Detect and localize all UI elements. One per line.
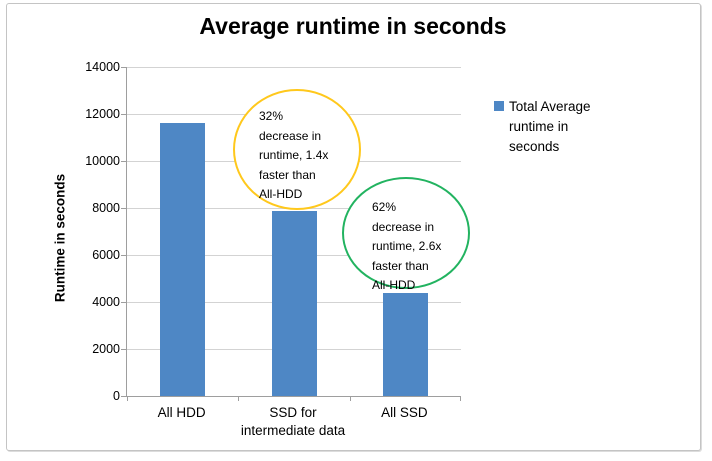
- y-axis-title: Runtime in seconds: [52, 173, 68, 303]
- annotation-text-line: faster than: [259, 167, 316, 182]
- y-axis-tick-labels: 0 2000 4000 6000 8000 10000 12000 14000: [70, 60, 120, 403]
- y-axis-tick: [121, 66, 127, 68]
- x-axis-tick: [460, 397, 461, 401]
- annotation-text-line: 32%: [259, 109, 284, 123]
- annotation-circle-yellow: 32% decrease in runtime, 1.4x faster than Al…: [233, 89, 361, 210]
- x-axis-tick: [238, 397, 240, 401]
- legend-label-line: seconds: [509, 139, 560, 154]
- chart-title: Average runtime in seconds: [199, 13, 507, 39]
- legend: Total Average runtime in seconds: [494, 97, 591, 157]
- x-category-label: All HDD: [157, 405, 206, 420]
- annotation-text-line: runtime, 2.6x: [372, 239, 442, 253]
- y-tick-label: 2000: [92, 342, 120, 356]
- y-tick-label: 6000: [92, 248, 120, 262]
- x-category-label: SSD for intermediate data: [240, 405, 346, 438]
- annotation-text-line: 62%: [372, 200, 397, 214]
- x-axis-tick: [349, 397, 351, 401]
- annotation-text-line: decrease in: [259, 128, 322, 143]
- bar: [271, 210, 317, 396]
- annotation-text-line: faster than: [372, 258, 429, 273]
- x-axis-labels: All HDD SSD for intermediate data All SSD: [126, 404, 460, 444]
- y-axis-tick: [121, 160, 127, 162]
- y-axis-tick: [121, 395, 127, 397]
- y-axis-tick: [121, 207, 127, 209]
- y-tick-label: 12000: [85, 107, 120, 121]
- y-axis-tick: [121, 254, 127, 256]
- y-tick-label: 8000: [92, 201, 120, 215]
- y-axis-tick: [121, 301, 127, 303]
- x-axis-tick: [127, 397, 128, 401]
- legend-label-line: runtime in: [509, 119, 569, 134]
- bar: [382, 292, 428, 396]
- y-tick-label: 10000: [85, 154, 120, 168]
- legend-label: Total Average runtime in seconds: [509, 97, 591, 157]
- x-category-label: All SSD: [381, 405, 428, 420]
- y-axis-tick: [121, 113, 127, 115]
- y-tick-label: 14000: [85, 60, 120, 74]
- annotation-text-line: runtime, 1.4x: [259, 148, 329, 162]
- bar: [160, 123, 206, 396]
- plot-area: [121, 66, 461, 401]
- legend-swatch-icon: [494, 101, 504, 111]
- annotation-text-line: decrease in: [372, 219, 435, 234]
- y-axis-tick: [121, 348, 127, 350]
- y-tick-label: 4000: [92, 295, 120, 309]
- y-tick-label: 0: [113, 389, 120, 403]
- annotation-text-line: All-HDD: [259, 187, 303, 201]
- annotation-text-line: All-HDD: [372, 278, 416, 292]
- annotation-circle-green: 62% decrease in runtime, 2.6x faster than Al…: [342, 177, 470, 292]
- legend-label-line: Total Average: [509, 99, 591, 114]
- gridline: [127, 66, 461, 68]
